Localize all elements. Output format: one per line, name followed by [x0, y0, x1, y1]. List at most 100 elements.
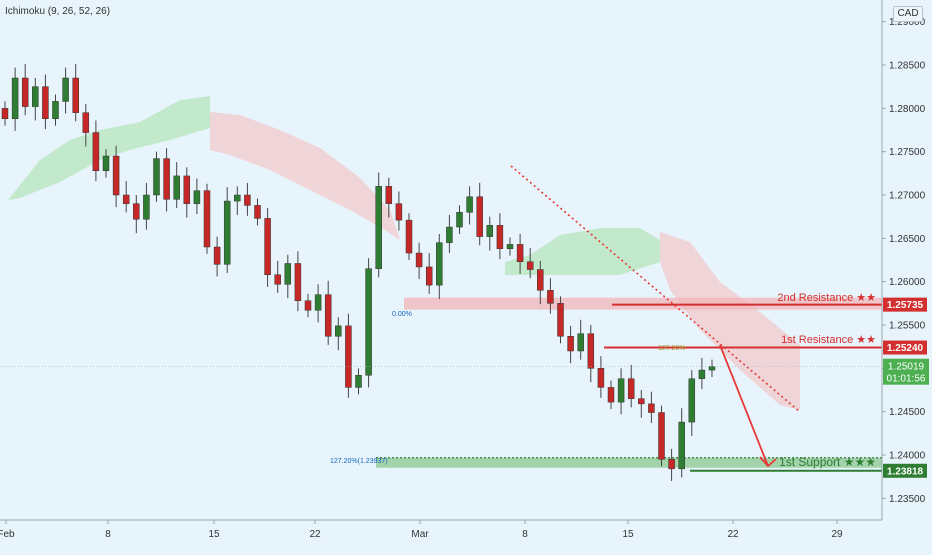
- x-tick-label: 15: [622, 529, 634, 540]
- ichimoku-cloud-bearish: [210, 112, 400, 240]
- y-tick-label: 1.26000: [889, 277, 926, 288]
- candle-body[interactable]: [143, 194, 150, 220]
- candle-body[interactable]: [506, 244, 514, 249]
- currency-badge: CAD: [893, 6, 923, 22]
- candle-body[interactable]: [617, 378, 625, 403]
- candle-body[interactable]: [597, 368, 605, 388]
- candle-body[interactable]: [173, 175, 180, 200]
- candle-body[interactable]: [274, 274, 281, 285]
- candle-body[interactable]: [183, 175, 191, 204]
- x-tick-label: 8: [105, 529, 111, 540]
- candle-body[interactable]: [254, 205, 261, 219]
- candle-body[interactable]: [365, 268, 372, 376]
- candle-body[interactable]: [355, 375, 362, 388]
- candle-body[interactable]: [607, 387, 615, 403]
- candle-body[interactable]: [345, 325, 352, 388]
- price-badge-support-1: 1.23818: [887, 466, 924, 477]
- candle-body[interactable]: [72, 77, 79, 113]
- candle-body[interactable]: [92, 132, 100, 171]
- candle-body[interactable]: [153, 158, 160, 196]
- x-tick-label: 22: [727, 529, 739, 540]
- candle-body[interactable]: [648, 403, 655, 413]
- y-tick-label: 1.24500: [889, 407, 926, 418]
- candle-body[interactable]: [102, 155, 110, 171]
- resistance-1-label: 1st Resistance ★★: [781, 334, 876, 346]
- candle-body[interactable]: [385, 186, 393, 204]
- candle-body[interactable]: [284, 263, 292, 285]
- candle-body[interactable]: [314, 294, 322, 311]
- candle-body[interactable]: [335, 325, 342, 337]
- current-price-badge-bg: [883, 358, 929, 385]
- candle-body[interactable]: [708, 366, 716, 371]
- candle-body[interactable]: [395, 203, 403, 221]
- candle-body[interactable]: [627, 378, 635, 399]
- candle-body[interactable]: [42, 86, 49, 119]
- descending-trendline[interactable]: [510, 165, 801, 413]
- y-tick-label: 1.24000: [889, 451, 926, 462]
- projection-arrow-shaft: [719, 344, 769, 467]
- candle-body[interactable]: [203, 190, 211, 248]
- candle-body[interactable]: [1, 108, 9, 119]
- indicator-legend[interactable]: Ichimoku (9, 26, 52, 26): [5, 6, 111, 17]
- candle-body[interactable]: [557, 303, 564, 337]
- candle-body[interactable]: [486, 225, 494, 237]
- candle-body[interactable]: [436, 242, 443, 286]
- candle-body[interactable]: [21, 77, 29, 107]
- y-tick-label: 1.28500: [889, 61, 926, 72]
- y-tick-label: 1.26500: [889, 234, 926, 245]
- candle-body[interactable]: [658, 412, 665, 460]
- candle-body[interactable]: [425, 266, 433, 286]
- candle-body[interactable]: [547, 290, 554, 304]
- candle-body[interactable]: [526, 261, 534, 270]
- candle-body[interactable]: [234, 194, 241, 202]
- candle-body[interactable]: [476, 196, 483, 237]
- candle-body[interactable]: [496, 225, 504, 249]
- candle-body[interactable]: [52, 101, 59, 119]
- candle-body[interactable]: [577, 333, 584, 352]
- price-badge-support-1-bg: [883, 463, 927, 478]
- candle-body[interactable]: [62, 77, 69, 102]
- candle-body[interactable]: [466, 196, 473, 213]
- candle-body[interactable]: [304, 300, 312, 311]
- candle-body[interactable]: [405, 219, 413, 254]
- candle-body[interactable]: [375, 186, 382, 269]
- candle-body[interactable]: [587, 333, 595, 369]
- candle-body[interactable]: [294, 263, 302, 301]
- resistance-2-label: 2nd Resistance ★★: [777, 292, 876, 304]
- candle-body[interactable]: [698, 369, 706, 379]
- candle-body[interactable]: [264, 218, 271, 275]
- candle-body[interactable]: [668, 459, 675, 470]
- x-tick-label: 22: [309, 529, 321, 540]
- ichimoku-cloud-bullish-2: [505, 228, 660, 275]
- y-tick-label: 1.27500: [889, 147, 926, 158]
- candle-body[interactable]: [223, 200, 231, 265]
- price-badge-resistance-1: 1.25240: [887, 343, 924, 354]
- x-tick-label: Mar: [411, 529, 429, 540]
- candle-body[interactable]: [82, 112, 90, 133]
- candle-body[interactable]: [193, 190, 201, 204]
- candle-body[interactable]: [122, 194, 130, 204]
- candle-body[interactable]: [446, 226, 453, 243]
- candle-body[interactable]: [537, 269, 544, 291]
- price-badge-resistance-1-bg: [883, 340, 927, 355]
- x-tick-label: 15: [208, 529, 220, 540]
- candle-body[interactable]: [324, 294, 332, 337]
- candle-body[interactable]: [32, 86, 39, 107]
- candle-body[interactable]: [244, 194, 251, 206]
- candle-body[interactable]: [678, 421, 685, 470]
- candle-body[interactable]: [516, 244, 524, 262]
- candle-body[interactable]: [456, 212, 463, 228]
- candle-body[interactable]: [133, 203, 140, 220]
- candle-body[interactable]: [163, 158, 170, 200]
- candle-body[interactable]: [213, 246, 221, 265]
- candle-body[interactable]: [567, 336, 574, 352]
- candle-body[interactable]: [415, 252, 423, 268]
- candle-body[interactable]: [638, 398, 645, 405]
- price-badge-resistance-2: 1.25735: [887, 300, 924, 311]
- candle-body[interactable]: [11, 77, 19, 119]
- candle-body[interactable]: [112, 155, 120, 196]
- fib-label-current: 127.20%: [658, 345, 686, 352]
- candle-body[interactable]: [688, 378, 696, 423]
